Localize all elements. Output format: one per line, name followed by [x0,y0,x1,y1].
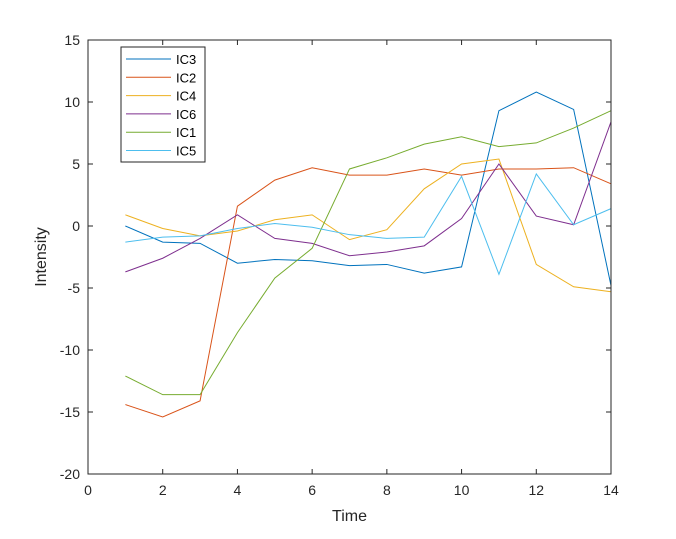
legend-label-ic4: IC4 [176,89,196,104]
x-tick-label: 14 [603,482,619,498]
series-line-ic5 [125,172,612,276]
x-tick-label: 0 [84,482,92,498]
x-tick-label: 10 [454,482,470,498]
legend-label-ic6: IC6 [176,107,196,122]
legend-label-ic1: IC1 [176,125,196,140]
y-tick-label: 10 [64,94,80,110]
legend-label-ic2: IC2 [176,70,196,85]
series-layer [125,91,612,418]
series-line-ic2 [125,167,612,418]
y-tick-label: -20 [60,466,80,482]
y-tick-label: -5 [68,280,81,296]
x-tick-label: 12 [528,482,544,498]
x-tick-label: 8 [383,482,391,498]
y-tick-label: 0 [72,218,80,234]
x-tick-label: 2 [159,482,167,498]
x-tick-label: 6 [308,482,316,498]
series-line-ic3 [125,91,612,286]
legend-items: IC3 IC2 IC4 IC6 IC1 IC5 [126,52,196,159]
legend-label-ic3: IC3 [176,52,196,67]
y-tick-label: 15 [64,32,80,48]
axes-box [87,39,612,475]
tick-layer: 0 2 4 6 8 10 12 14 -20 -15 -10 -5 0 5 10 15 [60,32,619,498]
legend-label-ic5: IC5 [176,144,196,159]
x-axis-label: Time [332,508,367,525]
y-axis-label: Intensity [33,227,50,287]
x-tick-label: 4 [234,482,242,498]
legend: IC3 IC2 IC4 IC6 IC1 IC5 [120,46,206,163]
y-tick-label: 5 [72,156,80,172]
legend-box [120,46,206,163]
y-tick-label: -15 [60,404,80,420]
series-line-ic1 [125,110,612,396]
y-tick-label: -10 [60,342,80,358]
